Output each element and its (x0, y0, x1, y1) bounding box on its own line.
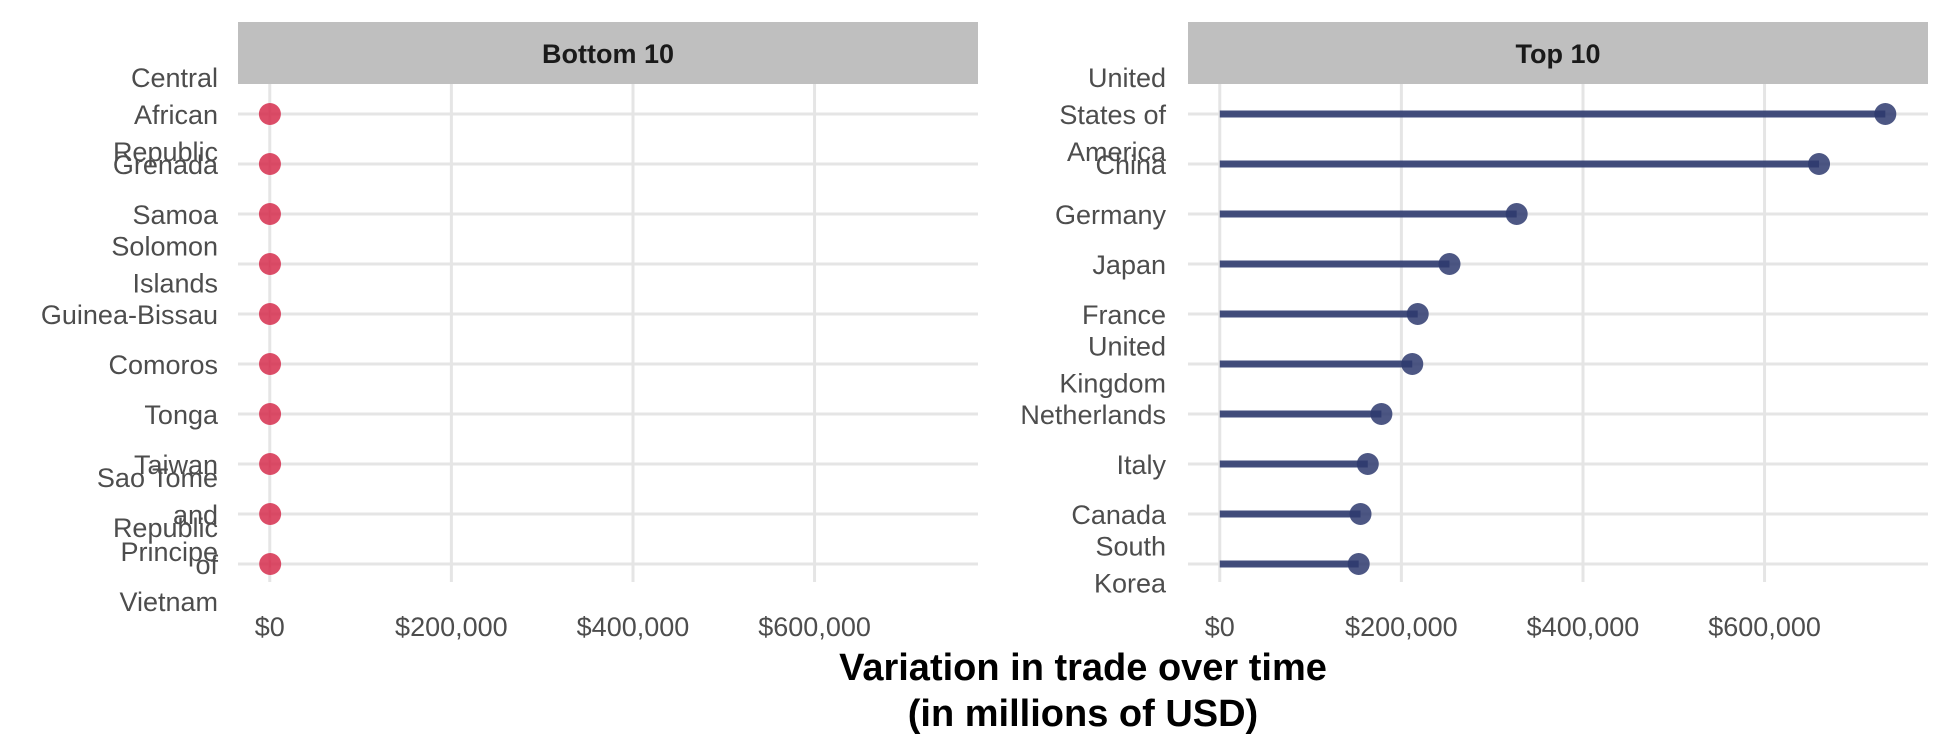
lollipop-point-bottom (258, 203, 281, 225)
category-label-bottom: of (195, 550, 218, 580)
category-label-bottom: Taiwan (134, 450, 218, 480)
x-tick-label-bottom: $400,000 (577, 612, 690, 642)
lollipop-point-top (1874, 103, 1897, 125)
facet-strip-bottom (238, 22, 978, 84)
x-tick-label-bottom: $600,000 (758, 612, 871, 642)
category-label-bottom: Republic (113, 513, 218, 543)
category-label-bottom: Vietnam (119, 587, 218, 617)
lollipop-point-bottom (259, 553, 282, 575)
lollipop-point-top (1406, 303, 1429, 325)
lollipop-point-bottom (258, 303, 281, 325)
category-label-bottom: Central (131, 63, 218, 93)
lollipop-point-bottom (258, 253, 281, 275)
x-axis-title: Variation in trade over time (839, 647, 1327, 689)
category-label-top: Germany (1055, 200, 1167, 230)
category-label-top: United (1088, 332, 1166, 362)
category-label-bottom: Guinea-Bissau (41, 300, 218, 330)
facet-strip-top (1188, 22, 1928, 84)
category-label-top: Italy (1116, 450, 1166, 480)
x-tick-label-top: $200,000 (1345, 612, 1458, 642)
category-label-bottom: Republic (113, 137, 218, 167)
lollipop-point-bottom (259, 453, 282, 475)
category-label-bottom: and (173, 500, 218, 530)
lollipop-point-top (1356, 453, 1379, 475)
lollipop-point-top (1370, 403, 1393, 425)
category-label-bottom: Tonga (144, 400, 219, 430)
category-label-top: Japan (1092, 250, 1166, 280)
category-label-top: Netherlands (1020, 400, 1166, 430)
lollipop-point-top (1808, 153, 1831, 175)
category-label-top: Canada (1071, 500, 1167, 530)
x-axis-title: (in millions of USD) (908, 693, 1258, 735)
x-tick-label-bottom: $0 (255, 612, 285, 642)
lollipop-point-top (1505, 203, 1528, 225)
category-label-bottom: African (134, 100, 218, 130)
x-tick-label-top: $600,000 (1708, 612, 1821, 642)
x-tick-label-bottom: $200,000 (395, 612, 508, 642)
category-label-top: Korea (1094, 569, 1167, 599)
category-label-top: America (1067, 137, 1167, 167)
category-label-top: South (1095, 532, 1166, 562)
lollipop-point-bottom (258, 153, 281, 175)
lollipop-point-bottom (259, 353, 282, 375)
lollipop-point-top (1401, 353, 1424, 375)
category-label-top: States of (1059, 100, 1166, 130)
lollipop-point-top (1347, 553, 1370, 575)
x-tick-label-top: $0 (1205, 612, 1235, 642)
category-label-bottom: Sao Tome (97, 463, 218, 493)
category-label-bottom: Samoa (132, 200, 219, 230)
lollipop-point-bottom (259, 503, 282, 525)
category-label-top: United (1088, 63, 1166, 93)
lollipop-point-bottom (259, 403, 282, 425)
lollipop-point-bottom (258, 103, 281, 125)
category-label-top: China (1095, 150, 1167, 180)
facet-title-top: Top 10 (1515, 39, 1600, 69)
category-label-bottom: Comoros (108, 350, 218, 380)
lollipop-point-top (1438, 253, 1461, 275)
category-label-top: Kingdom (1059, 369, 1166, 399)
category-label-bottom: Islands (132, 269, 218, 299)
category-label-top: France (1082, 300, 1166, 330)
category-label-bottom: Grenada (113, 150, 219, 180)
facet-title-bottom: Bottom 10 (542, 39, 674, 69)
category-label-bottom: Principe (120, 537, 218, 567)
category-label-bottom: Solomon (111, 232, 218, 262)
lollipop-point-top (1349, 503, 1372, 525)
x-tick-label-top: $400,000 (1527, 612, 1640, 642)
